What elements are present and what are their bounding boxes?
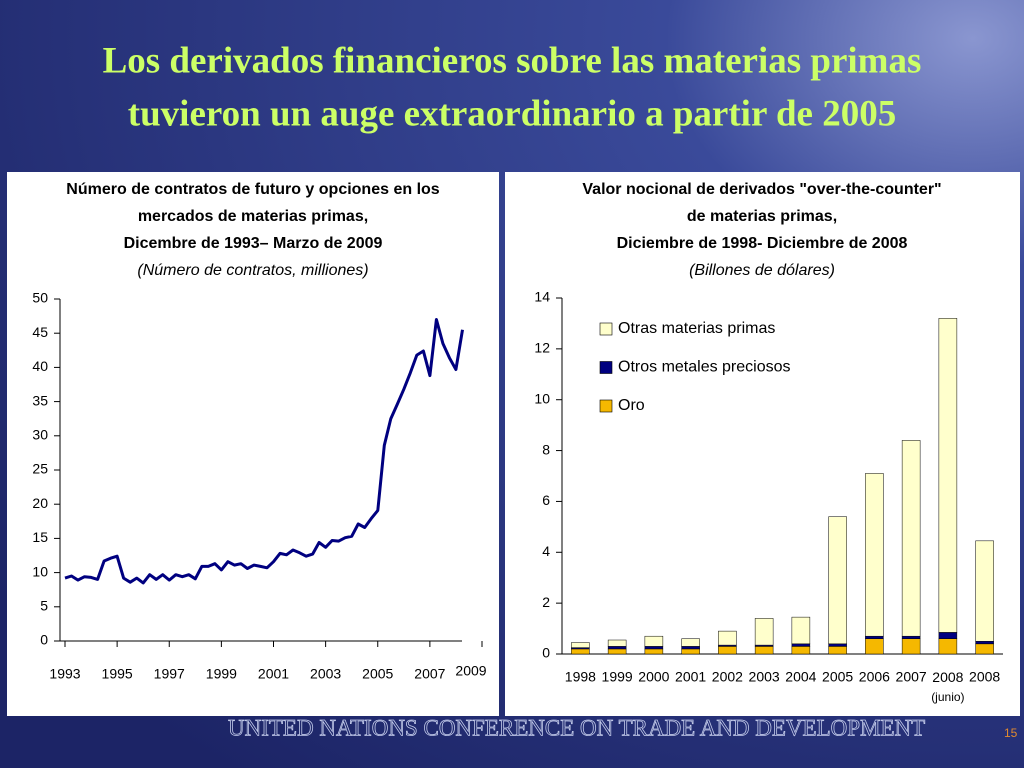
y-tick-label: 10 [32, 563, 48, 579]
bar-segment [791, 646, 811, 655]
bar-segment [754, 618, 774, 646]
y-tick-label: 14 [534, 289, 550, 305]
legend-label: Otros metales preciosos [618, 359, 791, 376]
x-tick-label: 1999 [602, 669, 633, 685]
chart-subtitle: (Billones de dólares) [689, 262, 835, 279]
bar-segment [754, 646, 774, 655]
chart-title: Dicembre de 1993– Marzo de 2009 [124, 235, 383, 252]
y-tick-label: 35 [32, 392, 48, 408]
y-tick-label: 40 [32, 358, 48, 374]
bar-segment [644, 635, 664, 647]
legend-label: Otras materias primas [618, 320, 775, 337]
bar-segment [865, 638, 884, 655]
bar-segment [828, 646, 847, 655]
y-tick-label: 20 [32, 495, 48, 511]
y-tick-label: 8 [542, 441, 550, 457]
x-tick-label: 1993 [49, 666, 80, 682]
bar-segment [607, 646, 627, 650]
bar-segment [938, 638, 958, 655]
bar-segment [571, 648, 590, 655]
bar-segment [975, 540, 994, 642]
chart-title: Valor nocional de derivados "over-the-co… [582, 181, 941, 198]
legend-swatch [599, 361, 613, 374]
x-tick-label: 2005 [362, 666, 393, 682]
legend-swatch [599, 322, 613, 336]
x-tick-label: 2003 [310, 666, 341, 682]
x-tick-label: 2001 [675, 669, 706, 685]
legend-swatch [599, 399, 613, 413]
y-tick-label: 6 [542, 492, 550, 508]
x-tick-label: 2008 [969, 669, 1000, 685]
chart-title: mercados de materias primas, [138, 208, 368, 225]
y-tick-label: 50 [32, 290, 48, 306]
footer: UNITED NATIONS CONFERENCE ON TRADE AND D… [228, 715, 925, 740]
bar-segment [718, 630, 737, 646]
y-tick-label: 0 [542, 645, 550, 661]
y-tick-label: 45 [32, 324, 48, 340]
bar-segment [571, 642, 590, 648]
bar-segment [791, 643, 811, 647]
bar-segment [938, 632, 958, 639]
x-tick-label: 2002 [712, 669, 743, 685]
chart-title: de materias primas, [687, 208, 837, 225]
bar-segment [607, 639, 627, 647]
x-tick-label: 1995 [102, 666, 133, 682]
legend-label: Oro [618, 397, 645, 414]
y-tick-label: 5 [40, 598, 48, 614]
bar-segment [901, 440, 921, 637]
bar-segment [607, 648, 627, 655]
chart-title: Número de contratos de futuro y opciones… [66, 181, 439, 198]
x-tick-label: 2007 [896, 669, 927, 685]
bar-segment [791, 616, 811, 645]
slide-title: tuvieron un auge extraordinario a partir… [128, 93, 896, 134]
y-tick-label: 30 [32, 427, 48, 443]
bar-segment [975, 643, 994, 655]
bar-segment [901, 638, 921, 655]
y-tick-label: 0 [40, 632, 48, 648]
x-tick-label: 2003 [749, 669, 780, 685]
page-number: 15 [1004, 726, 1018, 740]
y-tick-label: 2 [542, 594, 550, 610]
x-tick-label: 1997 [154, 666, 185, 682]
y-tick-label: 25 [32, 461, 48, 477]
line-series [64, 318, 464, 585]
x-tick-label: 2001 [258, 666, 289, 682]
x-tick-label: 2007 [414, 666, 445, 682]
bar-segment [865, 473, 884, 637]
y-tick-label: 10 [534, 390, 550, 406]
bar-segment [865, 635, 884, 639]
bar-segment [828, 516, 847, 645]
x-tick-label: 2004 [785, 669, 816, 685]
bar-segment [975, 641, 994, 645]
x-tick-label: 1998 [565, 669, 596, 685]
y-tick-label: 4 [542, 543, 550, 559]
chart-subtitle: (Número de contratos, milliones) [137, 262, 368, 279]
panel [7, 172, 499, 716]
bar-segment [828, 643, 847, 647]
x-tick-label: 2008 (junio) [931, 669, 964, 704]
bar-segment [901, 635, 921, 639]
y-tick-label: 12 [534, 340, 550, 356]
bar-segment [681, 646, 700, 650]
y-tick-label: 15 [32, 529, 48, 545]
bar-segment [681, 648, 700, 655]
bar-segment [644, 648, 664, 655]
x-tick-label: 2005 [822, 669, 853, 685]
x-tick-label: 1999 [206, 666, 237, 682]
bar-segment [938, 318, 958, 633]
bar-segment [718, 646, 737, 655]
bar-segment [644, 646, 664, 650]
x-tick-label: 2009 [455, 663, 486, 679]
chart-title: Diciembre de 1998- Diciembre de 2008 [617, 235, 908, 252]
x-tick-label: 2006 [859, 669, 890, 685]
x-tick-label: 2000 [638, 669, 669, 685]
bar-segment [681, 638, 700, 647]
slide-title: Los derivados financieros sobre las mate… [103, 40, 922, 81]
